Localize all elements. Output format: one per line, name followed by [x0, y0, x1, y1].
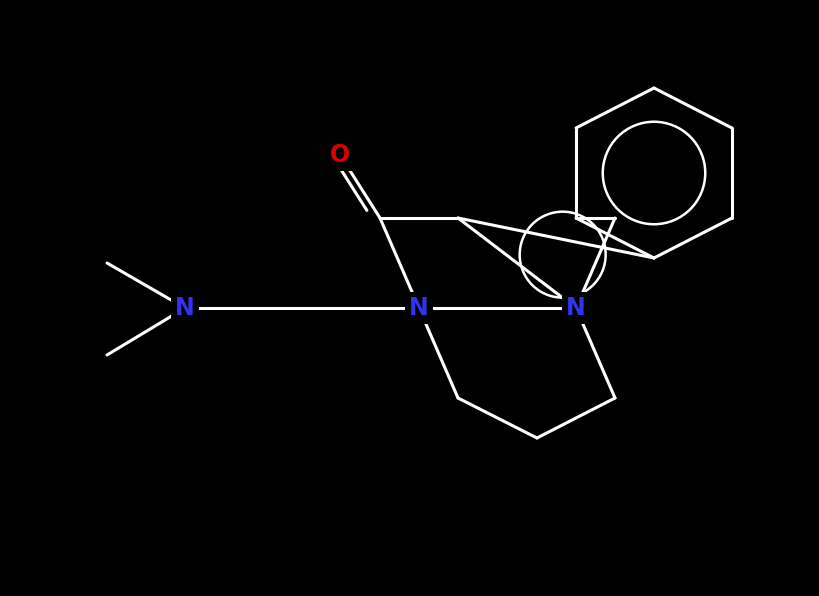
- Text: O: O: [329, 143, 350, 167]
- Text: N: N: [409, 296, 428, 320]
- Text: N: N: [175, 296, 195, 320]
- Text: N: N: [565, 296, 585, 320]
